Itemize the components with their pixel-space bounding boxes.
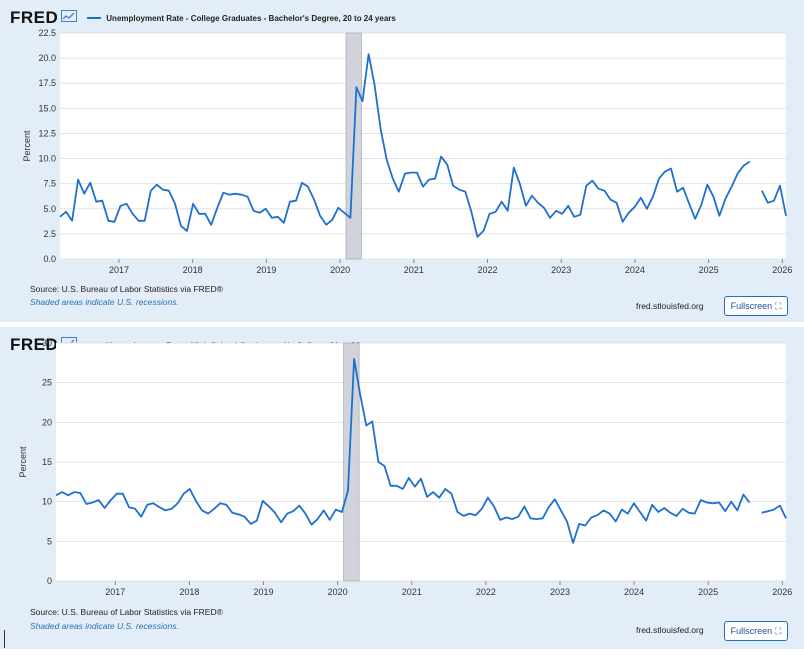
chart-panel-1: FRED Unemployment Rate - College Graduat… [0, 0, 804, 322]
x-tick-label: 2020 [328, 587, 348, 597]
x-tick-label: 2017 [109, 265, 129, 275]
x-tick-label: 2022 [476, 587, 496, 597]
legend-swatch [87, 17, 102, 19]
series-line [59, 53, 751, 238]
recession-note: Shaded areas indicate U.S. recessions. [30, 297, 179, 307]
chart-header-1: FRED Unemployment Rate - College Graduat… [10, 8, 396, 28]
x-tick-label: 2023 [551, 265, 571, 275]
series-line [761, 504, 787, 519]
chart-panel-2: FRED Unemployment Rate - High School Gra… [0, 327, 804, 649]
x-tick-label: 2019 [253, 587, 273, 597]
site-url[interactable]: fred.stlouisfed.org [636, 625, 704, 635]
series-line [760, 184, 787, 216]
fullscreen-label: Fullscreen [730, 626, 773, 636]
x-tick-label: 2019 [256, 265, 276, 275]
x-tick-label: 2017 [105, 587, 125, 597]
y-tick-label: 0.0 [43, 254, 56, 264]
fullscreen-label: Fullscreen [730, 301, 773, 311]
x-tick-label: 2024 [624, 587, 644, 597]
y-tick-label: 12.5 [38, 128, 56, 138]
x-tick-label: 2020 [330, 265, 350, 275]
y-tick-label: 17.5 [38, 78, 56, 88]
y-tick-label: 20.0 [38, 53, 56, 63]
x-tick-label: 2023 [550, 587, 570, 597]
recession-band [343, 342, 360, 582]
window-edge [4, 630, 5, 648]
fred-logo[interactable]: FRED [10, 335, 59, 354]
source-text: Source: U.S. Bureau of Labor Statistics … [30, 284, 223, 294]
expand-icon: ⛶ [775, 300, 782, 311]
x-tick-label: 2025 [699, 265, 719, 275]
y-axis-label: Percent [22, 130, 32, 162]
fullscreen-button[interactable]: Fullscreen ⛶ [724, 621, 788, 641]
x-tick-label: 2026 [772, 587, 792, 597]
x-tick-label: 2018 [179, 587, 199, 597]
y-tick-label: 15 [42, 457, 52, 467]
y-tick-label: 30 [42, 338, 52, 348]
x-tick-label: 2026 [772, 265, 792, 275]
chart-1: 0.0 2.5 5.0 7.5 10.0 12.5 15.0 17.5 20.0 22.5 2017… [22, 28, 792, 275]
y-tick-label: 5.0 [43, 204, 56, 214]
recession-note: Shaded areas indicate U.S. recessions. [30, 621, 179, 631]
y-tick-label: 10 [42, 497, 52, 507]
y-tick-label: 25 [42, 378, 52, 388]
x-tick-label: 2018 [183, 265, 203, 275]
plot-area [60, 33, 786, 259]
y-tick-label: 20 [42, 417, 52, 427]
site-url[interactable]: fred.stlouisfed.org [636, 301, 704, 311]
legend-label: Unemployment Rate - College Graduates - … [106, 13, 396, 23]
expand-icon: ⛶ [775, 625, 782, 636]
y-tick-label: 7.5 [43, 179, 56, 189]
x-tick-label: 2024 [625, 265, 645, 275]
y-tick-label: 22.5 [38, 28, 56, 38]
y-tick-label: 0 [47, 576, 52, 586]
x-tick-label: 2021 [402, 587, 422, 597]
y-tick-label: 5 [47, 536, 52, 546]
fred-logo[interactable]: FRED [10, 8, 59, 27]
y-tick-label: 2.5 [43, 229, 56, 239]
fullscreen-button[interactable]: Fullscreen ⛶ [724, 296, 788, 316]
x-tick-label: 2022 [477, 265, 497, 275]
source-text: Source: U.S. Bureau of Labor Statistics … [30, 607, 223, 617]
x-tick-label: 2021 [404, 265, 424, 275]
y-tick-label: 10.0 [38, 154, 56, 164]
series-line [55, 358, 751, 544]
y-axis-label: Percent [18, 446, 28, 478]
y-tick-label: 15.0 [38, 103, 56, 113]
chart-trend-icon [61, 9, 78, 27]
x-tick-label: 2025 [698, 587, 718, 597]
